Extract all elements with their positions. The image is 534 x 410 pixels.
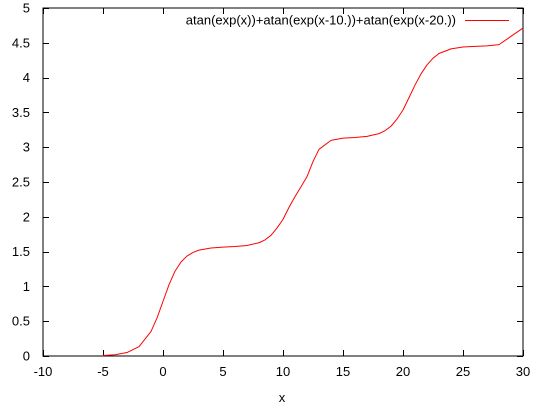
y-tick-label: 3 <box>23 140 30 155</box>
y-tick-label: 5 <box>23 1 30 16</box>
y-tick-label: 0 <box>23 349 30 364</box>
x-tick-label: -10 <box>34 364 53 379</box>
x-tick-label: 25 <box>456 364 470 379</box>
y-tick-label: 0.5 <box>12 314 30 329</box>
y-tick-label: 4 <box>23 70 30 85</box>
y-tick-label: 2.5 <box>12 175 30 190</box>
y-tick-label: 1.5 <box>12 244 30 259</box>
x-tick-label: 15 <box>336 364 350 379</box>
x-tick-label: 5 <box>219 364 226 379</box>
series-line <box>102 27 524 357</box>
y-tick-label: 4.5 <box>12 35 30 50</box>
plot-area: -10 -5 0 5 10 15 20 25 30 0 0.5 1 1.5 2 2.5 3 3.5 4 4.5 5 at… <box>12 1 530 380</box>
x-tick-label: 0 <box>159 364 166 379</box>
y-tick-label: 2 <box>23 209 30 224</box>
y-tick-label: 1 <box>23 279 30 294</box>
x-tick-label: 30 <box>516 364 530 379</box>
plot-frame <box>42 7 524 357</box>
x-tick-label: -5 <box>97 364 109 379</box>
legend-label: atan(exp(x))+atan(exp(x-10.))+atan(exp(x… <box>186 13 456 28</box>
x-tick-label: 20 <box>396 364 410 379</box>
y-tick-label: 3.5 <box>12 105 30 120</box>
x-tick-label: 10 <box>276 364 290 379</box>
x-axis-title: x <box>279 390 286 405</box>
